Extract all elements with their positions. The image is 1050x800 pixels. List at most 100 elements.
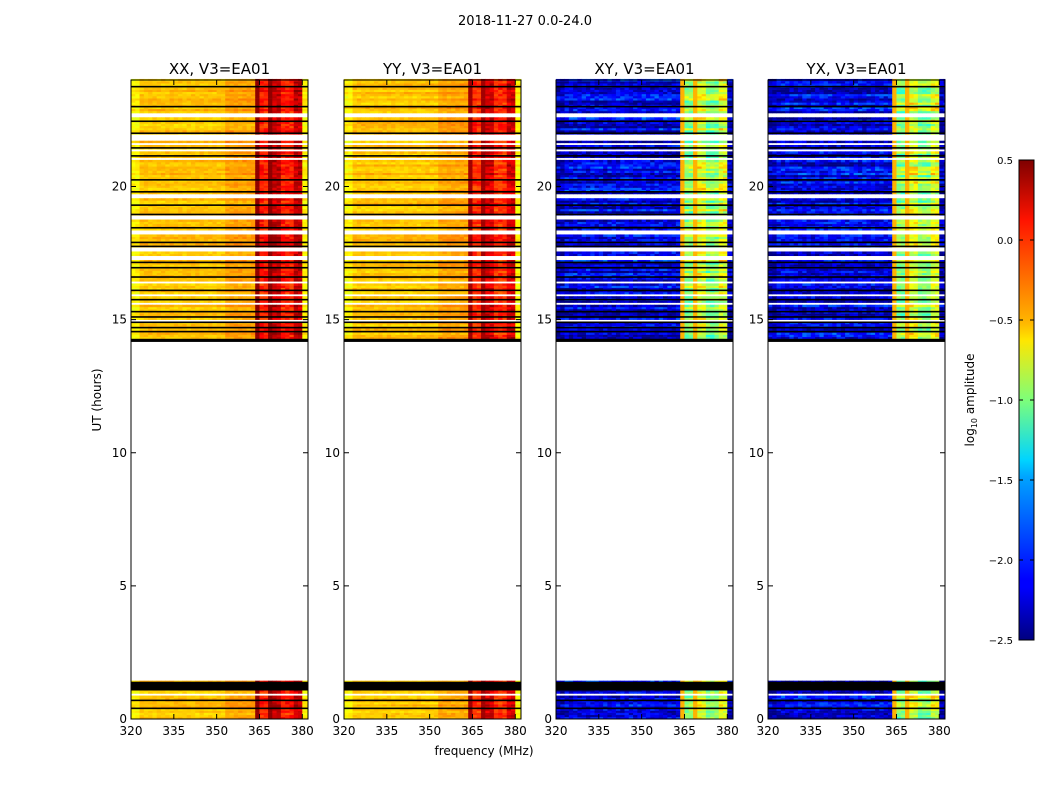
heatmap-cell [272,221,277,225]
heatmap-cell [263,221,269,225]
heatmap-cell [276,323,282,327]
heatmap-cell [156,697,162,701]
heatmap-cell [190,164,196,167]
heatmap-cell [208,323,213,327]
heatmap-cell [199,123,205,127]
heatmap-cell [220,162,226,165]
heatmap-cell [216,183,222,186]
heatmap-cell [302,268,307,271]
heatmap-cell [225,125,230,129]
heatmap-cell [306,121,309,124]
heatmap-cell [225,242,230,246]
heatmap-cell [195,153,200,156]
heatmap-cell [293,189,299,193]
heatmap-cell [190,236,196,239]
heatmap-cell [268,211,273,214]
heatmap-cell [135,93,140,97]
heatmap-cell [255,706,260,709]
heatmap-cell [259,223,265,227]
heatmap-cell [259,87,265,90]
heatmap-cell [242,242,248,246]
heatmap-cell [302,174,307,178]
heatmap-cell [199,308,205,312]
heatmap-cell [173,98,179,101]
heatmap-cell [225,283,230,286]
heatmap-cell [152,219,158,222]
heatmap-cell [268,253,273,257]
heatmap-cell [238,95,243,99]
heatmap-cell [190,714,196,718]
heatmap-cell [208,259,213,263]
heatmap-cell [182,221,188,225]
heatmap-cell [302,313,307,316]
heatmap-cell [298,716,303,720]
heatmap-cell [203,172,209,176]
heatmap-cell [250,98,256,101]
heatmap-cell [298,291,303,295]
heatmap-cell [302,701,307,705]
heatmap-cell [139,110,145,114]
heatmap-cell [272,100,277,103]
heatmap-cell [302,296,307,299]
heatmap-cell [285,714,290,718]
heatmap-cell [272,272,277,276]
heatmap-cell [246,200,252,203]
heatmap-cell [203,268,209,271]
heatmap-cell [216,121,222,124]
heatmap-cell [238,228,243,231]
heatmap-cell [259,91,265,95]
heatmap-cell [169,268,175,271]
heatmap-cell [135,323,140,327]
heatmap-cell [152,117,158,120]
heatmap-cell [302,198,307,201]
heatmap-cell [272,185,277,188]
heatmap-cell [280,187,286,190]
heatmap-cell [160,277,166,280]
heatmap-cell [131,317,136,320]
heatmap-cell [182,287,188,291]
heatmap-cell [199,238,205,242]
heatmap-cell [268,200,273,203]
heatmap-cell [293,328,299,331]
heatmap-cell [178,174,183,178]
heatmap-cell [259,291,265,295]
heatmap-cell [152,202,158,205]
heatmap-cell [173,208,179,212]
heatmap-cell [178,259,183,263]
heatmap-cell [156,123,162,127]
heatmap-cell [298,191,303,195]
heatmap-cell [220,100,226,103]
heatmap-cell [131,706,136,709]
heatmap-cell [212,89,218,93]
heatmap-cell [238,704,243,707]
heatmap-cell [306,81,309,84]
heatmap-cell [276,306,282,310]
heatmap-cell [246,695,252,698]
heatmap-cell [173,264,179,267]
heatmap-cell [302,300,307,303]
heatmap-cell [212,81,218,84]
heatmap-cell [186,95,192,99]
heatmap-cell [208,270,213,274]
heatmap-cell [182,127,188,131]
heatmap-cell [182,95,188,99]
heatmap-cell [263,176,269,180]
heatmap-cell [306,100,309,103]
heatmap-cell [285,697,290,701]
heatmap-cell [212,710,218,713]
heatmap-cell [199,228,205,231]
heatmap-cell [302,304,307,308]
heatmap-cell [220,296,226,299]
heatmap-cell [298,123,303,127]
heatmap-cell [148,308,153,312]
heatmap-cell [195,185,200,188]
heatmap-cell [160,81,166,84]
heatmap-cell [250,155,256,159]
heatmap-cell [139,300,145,303]
heatmap-cell [255,81,260,84]
heatmap-cell [186,272,192,276]
flag-line [131,261,308,264]
heatmap-cell [263,710,269,713]
heatmap-cell [285,125,290,129]
heatmap-cell [242,259,248,263]
